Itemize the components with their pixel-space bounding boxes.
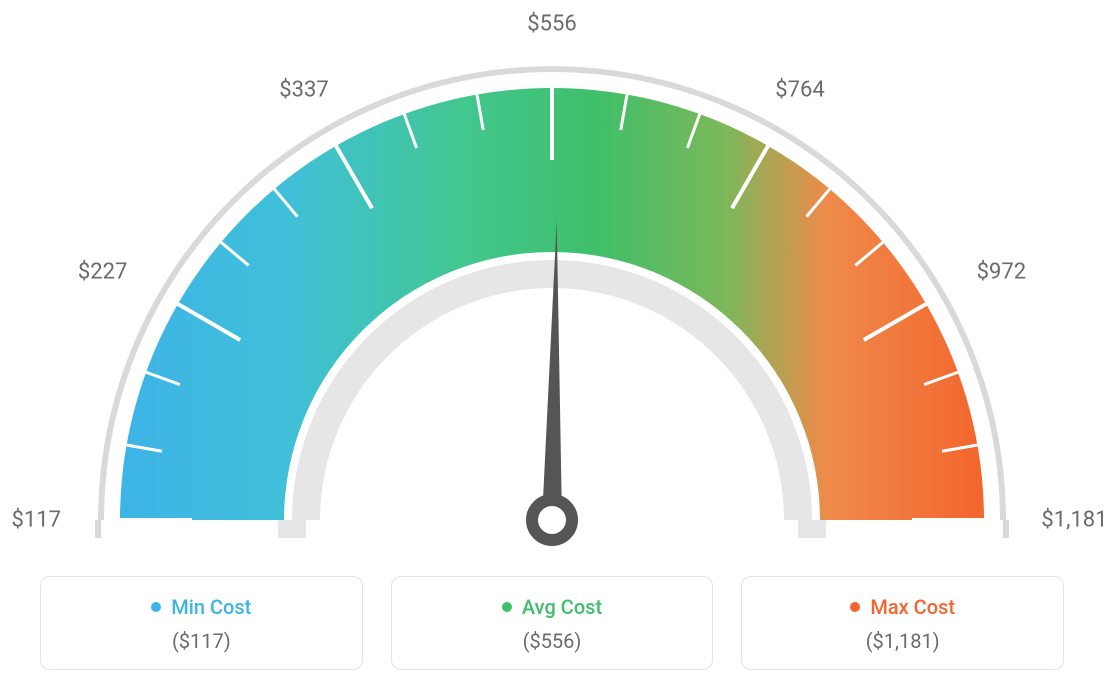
legend-card-max: Max Cost ($1,181) — [741, 576, 1064, 670]
legend-row: Min Cost ($117) Avg Cost ($556) Max Cost… — [40, 576, 1064, 670]
gauge-tick-label: $972 — [977, 260, 1026, 285]
legend-card-min: Min Cost ($117) — [40, 576, 363, 670]
gauge-tick-label: $556 — [527, 12, 576, 37]
legend-value-min: ($117) — [51, 629, 352, 653]
legend-label-min: Min Cost — [171, 595, 251, 619]
gauge-tick-label: $227 — [78, 260, 127, 285]
legend-dot-min — [151, 602, 161, 612]
gauge-tick-label: $337 — [279, 78, 328, 103]
legend-value-avg: ($556) — [402, 629, 703, 653]
legend-title-min: Min Cost — [151, 595, 251, 619]
gauge-tick-label: $117 — [11, 508, 60, 533]
gauge-tick-label: $1,181 — [1041, 508, 1104, 533]
gauge-chart: $117 $227 $337 $556 $764 $972 $1,181 — [0, 0, 1104, 560]
legend-value-max: ($1,181) — [752, 629, 1053, 653]
gauge-needle-hub — [532, 500, 572, 540]
legend-label-avg: Avg Cost — [522, 595, 602, 619]
legend-dot-avg — [502, 602, 512, 612]
legend-label-max: Max Cost — [870, 595, 955, 619]
gauge-tick-label: $764 — [775, 78, 824, 103]
legend-title-avg: Avg Cost — [502, 595, 602, 619]
gauge-svg — [0, 0, 1104, 560]
legend-card-avg: Avg Cost ($556) — [391, 576, 714, 670]
legend-dot-max — [850, 602, 860, 612]
legend-title-max: Max Cost — [850, 595, 955, 619]
